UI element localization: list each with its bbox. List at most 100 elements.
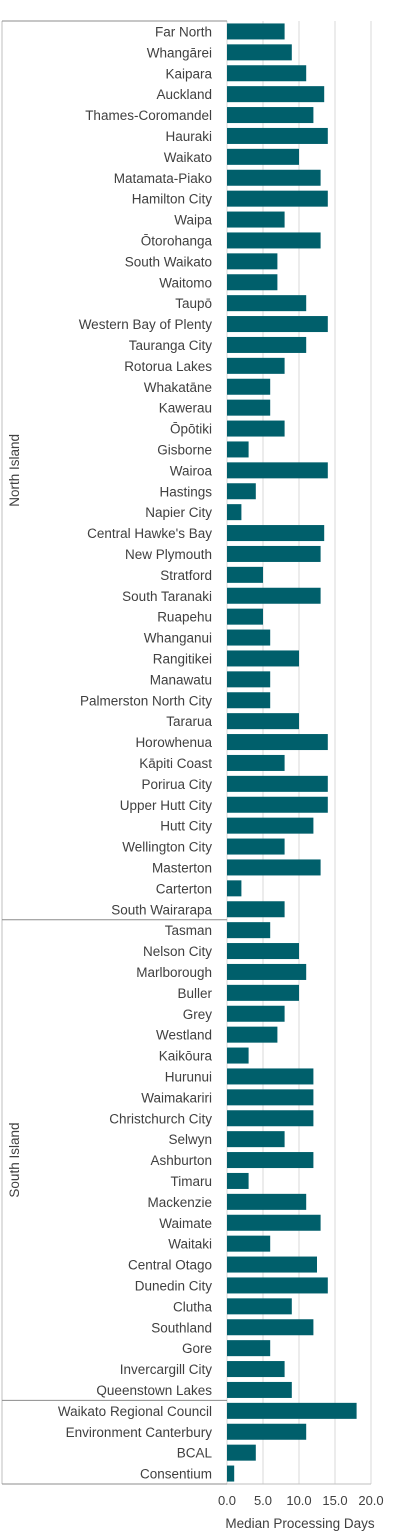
bar xyxy=(227,1340,271,1357)
category-label: Upper Hutt City xyxy=(120,798,213,813)
category-label: Clutha xyxy=(173,1299,213,1314)
category-label: Taupō xyxy=(175,296,212,311)
category-label: Hastings xyxy=(159,484,212,499)
bar xyxy=(227,1235,271,1252)
category-label: Ruapehu xyxy=(157,610,212,625)
category-label: Carterton xyxy=(156,881,212,896)
category-label: Tauranga City xyxy=(129,338,213,353)
category-label: Environment Canterbury xyxy=(66,1425,213,1440)
bar xyxy=(227,274,278,291)
bar xyxy=(227,608,263,625)
bar xyxy=(227,23,285,40)
category-label: Far North xyxy=(155,24,212,39)
category-label: Marlborough xyxy=(136,965,212,980)
bar xyxy=(227,1381,292,1398)
bar xyxy=(227,859,321,876)
category-label: Westland xyxy=(156,1028,212,1043)
category-label: Ōtorohanga xyxy=(141,233,213,248)
bar xyxy=(227,44,292,61)
bar xyxy=(227,1214,321,1231)
x-tick-label: 20.0 xyxy=(358,1493,383,1508)
bar xyxy=(227,336,307,353)
bar xyxy=(227,462,328,479)
bar xyxy=(227,713,299,730)
category-label: Waikato xyxy=(164,150,212,165)
bar xyxy=(227,1361,285,1378)
bar xyxy=(227,754,285,771)
group-label: North Island xyxy=(7,434,22,507)
category-label: Southland xyxy=(151,1320,212,1335)
category-label: Matamata-Piako xyxy=(114,171,212,186)
category-label: Kaipara xyxy=(165,66,212,81)
category-label: Napier City xyxy=(145,505,212,520)
category-label: Rangitikei xyxy=(153,651,212,666)
x-tick-label: 15.0 xyxy=(322,1493,347,1508)
bar xyxy=(227,357,285,374)
bar xyxy=(227,692,271,709)
category-label: Kaikōura xyxy=(159,1049,213,1064)
category-label: Dunedin City xyxy=(135,1278,213,1293)
bar xyxy=(227,963,307,980)
bar xyxy=(227,1465,235,1482)
category-label: Nelson City xyxy=(143,944,212,959)
category-label: Masterton xyxy=(152,860,212,875)
category-label: Whanganui xyxy=(144,631,212,646)
bar xyxy=(227,1298,292,1315)
category-label: Waikato Regional Council xyxy=(58,1404,212,1419)
category-label: Gisborne xyxy=(157,442,212,457)
category-label: Horowhenua xyxy=(135,735,212,750)
category-label: Invercargill City xyxy=(120,1362,213,1377)
bar xyxy=(227,922,271,939)
bar xyxy=(227,420,285,437)
category-label: Grey xyxy=(183,1007,213,1022)
bar xyxy=(227,441,249,458)
bar xyxy=(227,107,314,124)
category-label: Christchurch City xyxy=(109,1111,212,1126)
bar xyxy=(227,1277,328,1294)
x-tick-label: 0.0 xyxy=(218,1493,236,1508)
bar xyxy=(227,1444,256,1461)
category-label: Waitomo xyxy=(159,275,212,290)
category-label: Wairoa xyxy=(170,463,213,478)
category-label: Wellington City xyxy=(122,840,212,855)
category-label: Hutt City xyxy=(160,819,212,834)
bar xyxy=(227,1193,307,1210)
category-label: Whangārei xyxy=(147,45,212,60)
bar xyxy=(227,211,285,228)
bar xyxy=(227,86,325,103)
category-label: Central Otago xyxy=(128,1258,212,1273)
category-label: Mackenzie xyxy=(147,1195,212,1210)
category-label: Ōpōtiki xyxy=(170,422,212,437)
bar xyxy=(227,1089,314,1106)
bar xyxy=(227,1005,285,1022)
bar xyxy=(227,399,271,416)
bar xyxy=(227,127,328,144)
category-label: Waitaki xyxy=(168,1237,212,1252)
category-label: Tasman xyxy=(165,923,212,938)
category-label: Selwyn xyxy=(168,1132,212,1147)
category-label: South Waikato xyxy=(125,254,212,269)
category-label: Manawatu xyxy=(150,672,212,687)
category-label: Tararua xyxy=(166,714,212,729)
category-label: Waipa xyxy=(174,213,212,228)
bar xyxy=(227,566,263,583)
bar xyxy=(227,943,299,960)
bar xyxy=(227,1068,314,1085)
x-tick-label: 10.0 xyxy=(286,1493,311,1508)
bar xyxy=(227,1110,314,1127)
bar xyxy=(227,65,307,82)
bar xyxy=(227,1423,307,1440)
bar xyxy=(227,316,328,333)
bar xyxy=(227,671,271,688)
category-label: Porirua City xyxy=(141,777,212,792)
category-label: Hauraki xyxy=(165,129,212,144)
bar xyxy=(227,587,321,604)
category-label: Ashburton xyxy=(150,1153,212,1168)
group-labels: North Island South Island xyxy=(7,434,22,1198)
bar xyxy=(227,190,328,207)
category-label: Consentium xyxy=(140,1467,212,1482)
category-labels: Far North Whangārei Kaipara Auckland Thames-… xyxy=(58,24,213,1481)
category-label: South Taranaki xyxy=(122,589,212,604)
category-label: Waimakariri xyxy=(141,1090,212,1105)
bar xyxy=(227,901,285,918)
